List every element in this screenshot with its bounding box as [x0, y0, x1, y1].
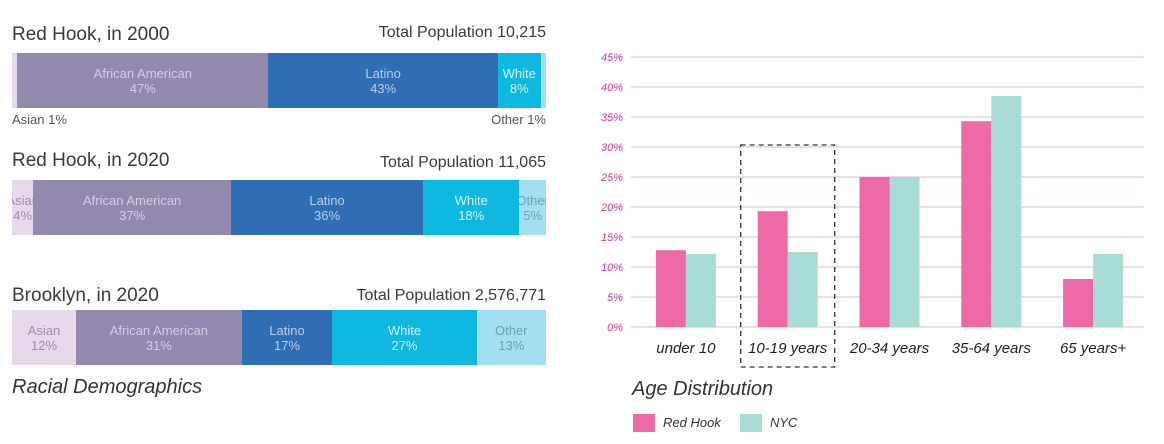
bar-title-redhook-2000: Red Hook, in 2000 [12, 24, 170, 45]
segment-name: Latino [365, 65, 401, 81]
segment-other: Other 13% [476, 310, 546, 365]
age-distribution-chart: 0% 5% 10% 15% 20% 25% 30% 35% 40% 45% under 10 10-… [600, 52, 1144, 368]
segment-percent: 31% [145, 337, 172, 353]
y-tick-label: 0% [607, 322, 623, 334]
bar-red-hook-35-64-years [961, 121, 992, 327]
segment-african-american: African American 37% [33, 180, 231, 235]
segment-name: White [502, 65, 536, 81]
segment-african-american: African American 47% [17, 53, 269, 108]
stacked-bar-redhook-2000: African American 47% Latino 43% White 8% [12, 53, 546, 108]
segment-african-american: African American 31% [76, 310, 242, 365]
legend-swatch-redhook [633, 414, 655, 432]
y-tick-label: 40% [601, 82, 623, 94]
bar-title-brooklyn-2020: Brooklyn, in 2020 [12, 285, 159, 306]
below-label-other: Other 1% [491, 112, 546, 127]
segment-percent: 37% [119, 207, 146, 223]
bar-total-redhook-2020: Total Population 11,065 [379, 154, 546, 171]
chart-y-ticks: 0% 5% 10% 15% 20% 25% 30% 35% 40% 45% [600, 52, 623, 334]
legend-label-redhook: Red Hook [663, 415, 721, 430]
segment-white: White 27% [332, 310, 477, 365]
chart-x-labels: under 10 10-19 years 20-34 years 35-64 year… [656, 340, 1126, 357]
segment-percent: 5% [523, 207, 543, 223]
bar-nyc-10-19-years [787, 252, 818, 327]
segment-name: Latino [269, 322, 305, 338]
segment-name: Other [519, 192, 546, 208]
segment-percent: 8% [509, 80, 529, 96]
y-tick-label: 15% [601, 232, 623, 244]
x-category-label: under 10 [656, 340, 716, 357]
x-category-label: 20-34 years [849, 340, 930, 357]
segment-white: White 8% [497, 53, 541, 108]
age-distribution-title: Age Distribution [632, 378, 774, 400]
segment-name: African American [93, 65, 192, 81]
segment-name: White [454, 192, 488, 208]
segment-name: African American [109, 322, 208, 338]
segment-latino: Latino 43% [268, 53, 498, 108]
segment-asian: Asian 12% [12, 310, 77, 365]
racial-demographics-caption: Racial Demographics [12, 376, 203, 398]
segment-name: Latino [309, 192, 345, 208]
y-tick-label: 25% [600, 172, 623, 184]
bar-total-brooklyn-2020: Total Population 2,576,771 [356, 287, 546, 304]
segment-white: White 18% [423, 180, 520, 235]
legend-label-nyc: NYC [770, 415, 798, 430]
segment-percent: 43% [370, 80, 397, 96]
x-category-label: 65 years+ [1060, 340, 1127, 357]
bar-nyc-65-years- [1093, 253, 1124, 327]
segment-name: African American [83, 192, 182, 208]
x-category-label: 10-19 years [748, 340, 828, 357]
segment-unlabeled [12, 53, 18, 108]
stacked-bar-brooklyn-2020: Asian 12% African American 31% Latino 17% Whit… [12, 310, 546, 365]
highlight-box [740, 144, 836, 368]
segment-percent: 18% [458, 207, 485, 223]
bar-red-hook-10-19-years [757, 211, 788, 327]
segment-percent: 12% [31, 337, 58, 353]
bar-total-redhook-2000: Total Population 10,215 [378, 24, 546, 41]
legend-swatch-nyc [740, 414, 762, 432]
segment-unlabeled [540, 53, 546, 108]
segment-name: Other [494, 322, 528, 338]
y-tick-label: 35% [601, 112, 623, 124]
segment-latino: Latino 36% [230, 180, 424, 235]
segment-percent: 17% [273, 337, 300, 353]
chart-highlight [740, 144, 836, 368]
below-label-asian: Asian 1% [12, 112, 67, 127]
segment-percent: 36% [314, 207, 341, 223]
segment-other: Other5% [519, 180, 546, 235]
bar-red-hook-under-10 [655, 250, 686, 327]
chart-bars [655, 96, 1124, 327]
segment-percent: 27% [391, 337, 418, 353]
y-tick-label: 20% [600, 202, 623, 214]
bar-nyc-under-10 [685, 253, 716, 327]
bar-red-hook-65-years- [1063, 279, 1094, 327]
segment-latino: Latino 17% [241, 310, 333, 365]
x-category-label: 35-64 years [952, 340, 1032, 357]
bar-red-hook-20-34-years [859, 177, 890, 327]
segment-percent: 13% [498, 337, 525, 353]
bar-nyc-35-64-years [991, 96, 1022, 327]
segment-percent: 4% [13, 207, 33, 223]
y-tick-label: 30% [601, 142, 623, 154]
segment-name: Asian [12, 192, 33, 208]
segment-percent: 47% [129, 80, 156, 96]
bar-nyc-20-34-years [889, 177, 920, 327]
y-tick-label: 5% [607, 292, 623, 304]
y-tick-label: 10% [601, 262, 623, 274]
segment-name: Asian [27, 322, 61, 338]
bar-title-redhook-2020: Red Hook, in 2020 [12, 150, 170, 171]
segment-asian: Asian4% [12, 180, 34, 235]
stacked-bar-redhook-2020: Asian4%African American37%Latino36%White… [12, 180, 546, 235]
segment-name: White [387, 322, 422, 338]
y-tick-label: 45% [601, 52, 623, 64]
